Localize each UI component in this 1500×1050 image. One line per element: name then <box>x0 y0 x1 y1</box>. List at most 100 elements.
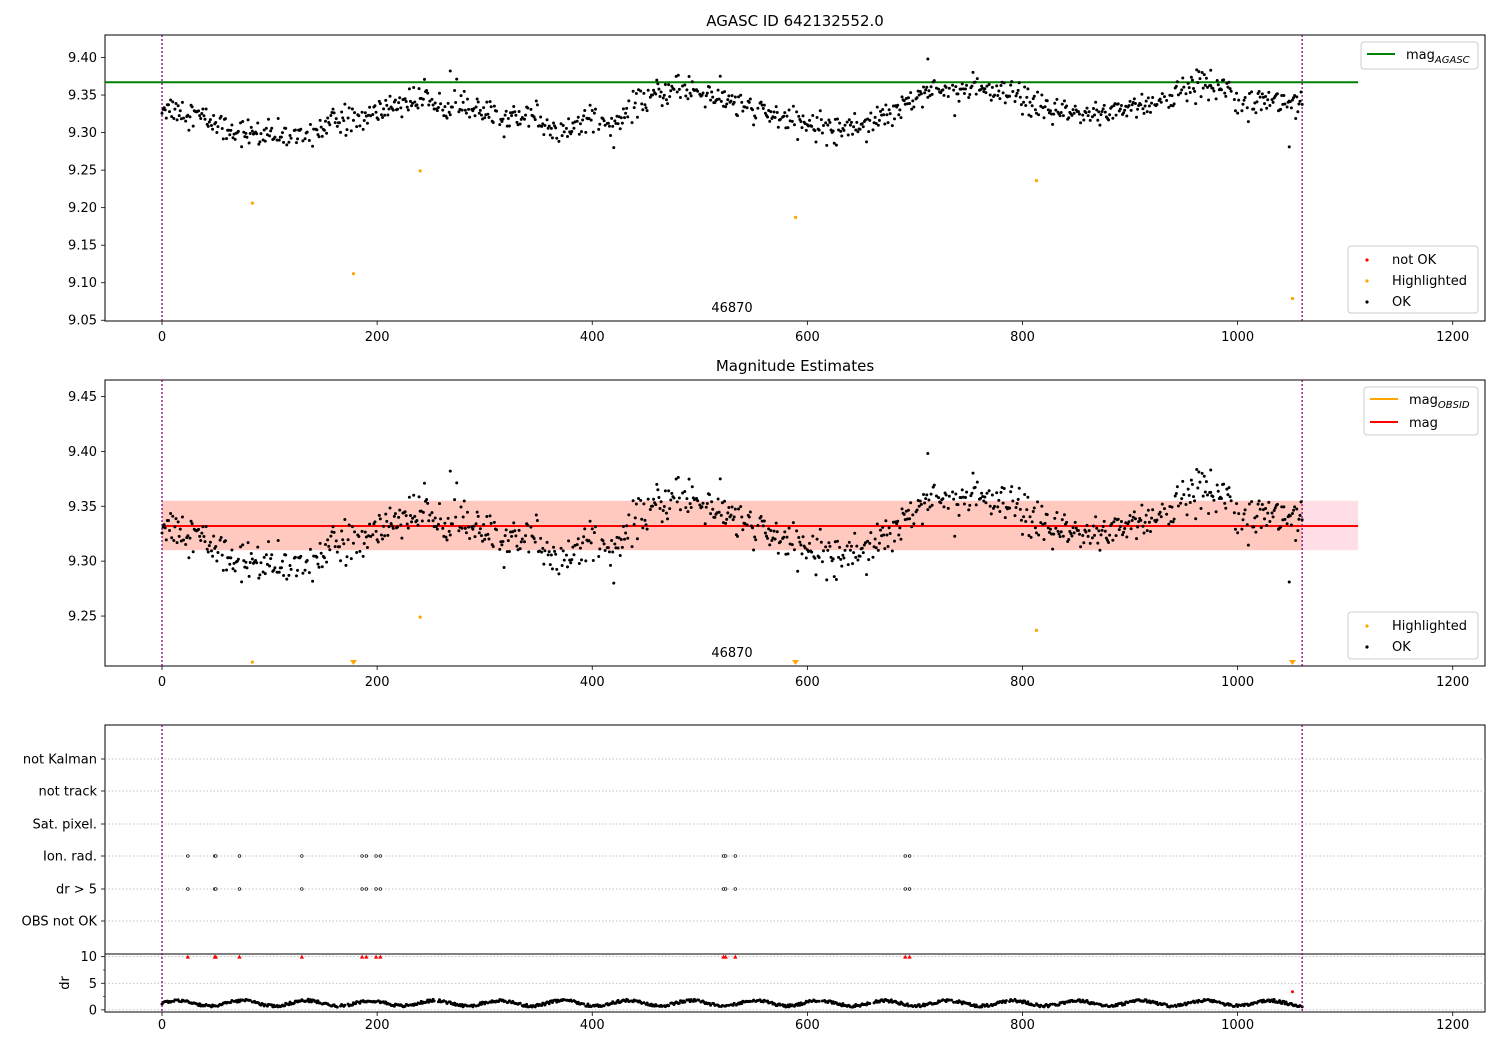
ok-point <box>553 549 557 553</box>
ok-point <box>975 77 979 81</box>
x-tick-label: 600 <box>795 675 820 690</box>
ok-point <box>301 571 305 575</box>
ok-point <box>652 497 656 501</box>
ok-point <box>867 130 871 134</box>
ok-point <box>406 526 410 530</box>
ok-point <box>1140 92 1144 96</box>
ok-point <box>905 102 909 106</box>
ok-point <box>718 74 722 78</box>
ok-point <box>1289 106 1293 110</box>
ok-point <box>453 88 457 92</box>
ok-point <box>957 513 961 517</box>
ok-point <box>641 108 645 112</box>
ok-point <box>768 543 772 547</box>
ok-point <box>223 117 227 121</box>
dr-point <box>525 1002 529 1006</box>
ok-point <box>455 77 459 81</box>
ok-point <box>1028 515 1032 519</box>
ok-point <box>610 538 614 542</box>
legend-marker-highlighted <box>1365 624 1369 628</box>
ok-point <box>445 538 449 542</box>
ok-point <box>1073 104 1077 108</box>
ok-point <box>772 110 776 114</box>
ok-point <box>221 137 225 141</box>
ok-point <box>1264 95 1268 99</box>
ok-point <box>883 547 887 551</box>
ok-point <box>1211 86 1215 90</box>
ok-point <box>860 546 864 550</box>
ok-point <box>230 123 234 127</box>
ok-point <box>776 551 780 555</box>
ok-point <box>534 99 538 103</box>
ok-point <box>670 491 674 495</box>
ok-point <box>855 120 859 124</box>
ok-point <box>589 118 593 122</box>
ok-point <box>790 119 794 123</box>
ok-point <box>1242 512 1246 516</box>
ok-point <box>322 128 326 132</box>
dr-point <box>868 1002 872 1006</box>
legend-frame <box>1347 245 1479 314</box>
ok-point <box>662 93 666 97</box>
ok-point <box>727 94 731 98</box>
ok-point <box>787 526 791 530</box>
ok-point <box>1267 500 1271 504</box>
ok-point <box>448 533 452 537</box>
ok-point <box>461 100 465 104</box>
ok-point <box>607 550 611 554</box>
ok-point <box>988 93 992 97</box>
ok-point <box>839 129 843 133</box>
ok-point <box>515 544 519 548</box>
ok-point <box>177 114 181 118</box>
ok-point <box>199 538 203 542</box>
ok-point <box>168 528 172 532</box>
ok-point <box>1295 95 1299 99</box>
highlighted-point <box>1034 628 1039 632</box>
ok-point <box>383 534 387 538</box>
ok-point <box>1039 104 1043 108</box>
ok-point <box>724 105 728 109</box>
ok-point <box>1032 506 1036 510</box>
ok-point <box>417 495 421 499</box>
ok-point <box>1116 102 1120 106</box>
ok-point <box>592 531 596 535</box>
ok-point <box>592 111 596 115</box>
ok-point <box>926 95 930 99</box>
ok-point <box>826 123 830 127</box>
ok-point <box>611 124 615 128</box>
ok-point <box>652 88 656 92</box>
ok-point <box>1209 490 1213 494</box>
ok-point <box>1226 493 1230 497</box>
ok-point <box>308 123 312 127</box>
ok-point <box>388 506 392 510</box>
ok-point <box>871 128 875 132</box>
ok-point <box>219 536 223 540</box>
ok-point <box>459 505 463 509</box>
ok-point <box>1091 107 1095 111</box>
ok-point <box>512 521 516 525</box>
agasc-magnitude-panel: AGASC ID 642132552.0 0 200 400 600 800 1000 12… <box>68 12 1486 345</box>
ok-point <box>929 492 933 496</box>
ok-point <box>782 535 786 539</box>
ok-point <box>1098 123 1102 127</box>
ok-point <box>239 121 243 125</box>
ok-point <box>658 506 662 510</box>
dr-offscale-marker <box>359 954 365 959</box>
ok-point <box>1298 513 1302 517</box>
panel2-axes-frame <box>104 379 1486 667</box>
ok-point <box>178 109 182 113</box>
ok-point <box>1287 145 1291 149</box>
ok-point <box>333 121 337 125</box>
ok-point <box>877 118 881 122</box>
ok-point <box>1148 110 1152 114</box>
ok-point <box>166 103 170 107</box>
ok-point <box>543 123 547 127</box>
dr-point <box>725 1003 729 1007</box>
ok-point <box>1139 103 1143 107</box>
ok-point <box>1145 529 1149 533</box>
ok-point <box>541 122 545 126</box>
ok-point <box>879 528 883 532</box>
ok-point <box>762 103 766 107</box>
ok-point <box>509 111 513 115</box>
